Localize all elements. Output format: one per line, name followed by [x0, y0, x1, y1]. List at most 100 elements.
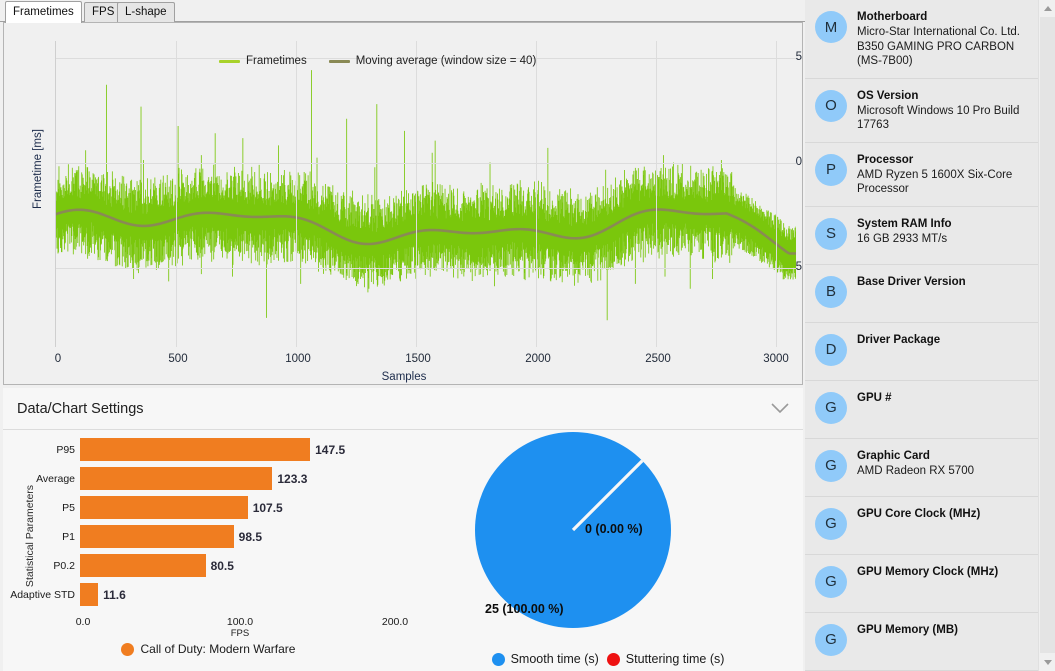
- vgridline-1000: [296, 41, 297, 347]
- sidebar-scrollbar[interactable]: [1038, 0, 1055, 671]
- legend-dot-smooth: [491, 652, 505, 666]
- bar-rect[interactable]: [80, 583, 99, 606]
- sidebar-item-title: Motherboard: [857, 11, 928, 23]
- bottom-charts: Statistical Parameters P95 147.5 Average 12…: [3, 430, 803, 671]
- legend-line-moving-average: [328, 59, 350, 63]
- avatar: G: [815, 391, 847, 424]
- sidebar-item-title: GPU Core Clock (MHz): [857, 507, 981, 520]
- bar-rect[interactable]: [80, 467, 273, 490]
- avatar: B: [815, 275, 847, 308]
- x-tick-2500: 2500: [645, 353, 671, 365]
- x-tick-500: 500: [168, 353, 188, 365]
- sidebar-item[interactable]: D Driver Package: [805, 322, 1038, 381]
- legend-entry-frametimes: Frametimes: [219, 55, 307, 67]
- tab-frametimes-label: Frametimes: [13, 6, 74, 18]
- legend-line-frametimes: [219, 59, 240, 63]
- legend-label-stuttering: Stuttering time (s): [625, 652, 725, 666]
- bar-value-label: 98.5: [238, 529, 263, 544]
- legend-entry-smooth: Smooth time (s): [491, 652, 599, 666]
- system-info-sidebar[interactable]: M Motherboard Micro-Star International Co.…: [805, 0, 1038, 671]
- avatar: S: [815, 217, 847, 250]
- settings-title: Data/Chart Settings: [17, 400, 144, 417]
- sidebar-item-text: GPU #: [857, 390, 1030, 405]
- frametimes-plot-area: [55, 41, 796, 347]
- pie-label-smooth: 25 (100.00 %): [485, 602, 564, 616]
- bar-value-label: 11.6: [103, 587, 126, 602]
- bar-rect[interactable]: [80, 496, 248, 519]
- vgridline-2500: [656, 41, 657, 347]
- tab-l-shape[interactable]: L-shape: [117, 2, 175, 22]
- arrow-up-icon: [1043, 6, 1052, 11]
- bar-x-axis-label: FPS: [230, 628, 250, 639]
- bar-row[interactable]: Average 123.3: [3, 467, 413, 490]
- scroll-down-button[interactable]: [1039, 654, 1055, 671]
- x-tick-3000: 3000: [763, 353, 789, 365]
- tab-l-shape-label: L-shape: [125, 6, 167, 18]
- sidebar-item[interactable]: G GPU Core Clock (MHz): [805, 496, 1038, 555]
- sidebar-item-text: Processor AMD Ryzen 5 1600X Six-Core Proc…: [857, 152, 1030, 197]
- x-tick-0: 0: [54, 353, 62, 365]
- smooth-stutter-pie-chart[interactable]: 0 (0.00 %) 25 (100.00 %) Smooth time (s)…: [413, 430, 803, 671]
- bar-rect[interactable]: [80, 438, 311, 461]
- bar-rect[interactable]: [80, 525, 234, 548]
- sidebar-item-text: System RAM Info 16 GB 2933 MT/s: [857, 216, 1030, 247]
- bar-category-label: P0.2: [53, 559, 75, 572]
- sidebar-item-title: OS Version: [857, 89, 919, 102]
- gridline-15: [56, 58, 796, 59]
- bar-category-label: Average: [36, 472, 75, 485]
- bar-row[interactable]: P95 147.5: [3, 438, 413, 461]
- sidebar-item[interactable]: B Base Driver Version: [805, 264, 1038, 323]
- sidebar-item[interactable]: G GPU Memory Clock (MHz): [805, 554, 1038, 613]
- pie-svg: [475, 432, 671, 628]
- sidebar-item-title: GPU Memory Clock (MHz): [857, 565, 999, 578]
- bar-category-label: Adaptive STD: [10, 588, 75, 601]
- sidebar-item-text: GPU Core Clock (MHz): [857, 506, 1030, 521]
- pie-label-stuttering: 0 (0.00 %): [585, 522, 643, 536]
- scrollbar-thumb[interactable]: [1040, 17, 1055, 653]
- bar-category-label: P1: [62, 530, 75, 543]
- legend-entry-moving-average: Moving average (window size = 40): [328, 55, 536, 67]
- data-chart-settings-header[interactable]: Data/Chart Settings: [3, 388, 803, 430]
- bar-row[interactable]: P1 98.5: [3, 525, 413, 548]
- sidebar-item-title: Driver Package: [857, 333, 941, 346]
- bar-row[interactable]: P0.2 80.5: [3, 554, 413, 577]
- bar-row[interactable]: Adaptive STD 11.6: [3, 583, 413, 606]
- sidebar-item-value: 16 GB 2933 MT/s: [857, 232, 948, 245]
- bar-value-label: 147.5: [315, 442, 346, 457]
- bar-value-label: 80.5: [210, 558, 234, 573]
- bar-chart-legend: Call of Duty: Modern Warfare: [3, 642, 413, 656]
- bar-x-tick-0: 0.0: [75, 616, 91, 628]
- tab-fps-label: FPS: [92, 6, 115, 18]
- sidebar-item[interactable]: P Processor AMD Ryzen 5 1600X Six-Core Pro…: [805, 142, 1038, 207]
- chevron-down-icon[interactable]: [771, 403, 789, 414]
- bar-category-label: P95: [56, 443, 75, 456]
- sidebar-item[interactable]: G GPU Memory (MB): [805, 612, 1038, 671]
- tab-frametimes[interactable]: Frametimes: [5, 1, 82, 23]
- sidebar-item[interactable]: S System RAM Info 16 GB 2933 MT/s: [805, 206, 1038, 265]
- bar-row[interactable]: P5 107.5: [3, 496, 413, 519]
- sidebar-item-title: Base Driver Version: [857, 275, 966, 288]
- sidebar-item-value: AMD Ryzen 5 1600X Six-Core Processor: [857, 168, 1013, 196]
- bar-rect[interactable]: [80, 554, 206, 577]
- gridline-5: [56, 268, 796, 269]
- y-tick-5: 5: [795, 261, 802, 273]
- avatar: M: [815, 11, 847, 43]
- avatar: G: [815, 449, 847, 482]
- legend-dot-stuttering: [606, 652, 620, 666]
- y-axis-label: Frametime [ms]: [31, 129, 44, 209]
- bar-x-tick-200: 200.0: [381, 616, 409, 628]
- sidebar-item[interactable]: O OS Version Microsoft Windows 10 Pro Buil…: [805, 78, 1038, 143]
- bar-value-label: 123.3: [277, 471, 308, 486]
- sidebar-item[interactable]: G Graphic Card AMD Radeon RX 5700: [805, 438, 1038, 497]
- sidebar-list: M Motherboard Micro-Star International Co.…: [805, 0, 1038, 671]
- sidebar-item-value: AMD Radeon RX 5700: [857, 464, 974, 477]
- main-content: Frametimes FPS L-shape Frametimes Moving…: [0, 1, 805, 671]
- sidebar-item[interactable]: G GPU #: [805, 380, 1038, 439]
- frametimes-chart-panel[interactable]: Frametimes Moving average (window size =…: [3, 22, 803, 385]
- sidebar-item[interactable]: M Motherboard Micro-Star International Co.…: [805, 0, 1038, 79]
- bar-category-label: P5: [62, 501, 75, 514]
- statistical-parameters-bar-chart[interactable]: Statistical Parameters P95 147.5 Average 12…: [3, 430, 413, 671]
- arrow-down-icon: [1043, 660, 1052, 665]
- scroll-up-button[interactable]: [1039, 0, 1055, 17]
